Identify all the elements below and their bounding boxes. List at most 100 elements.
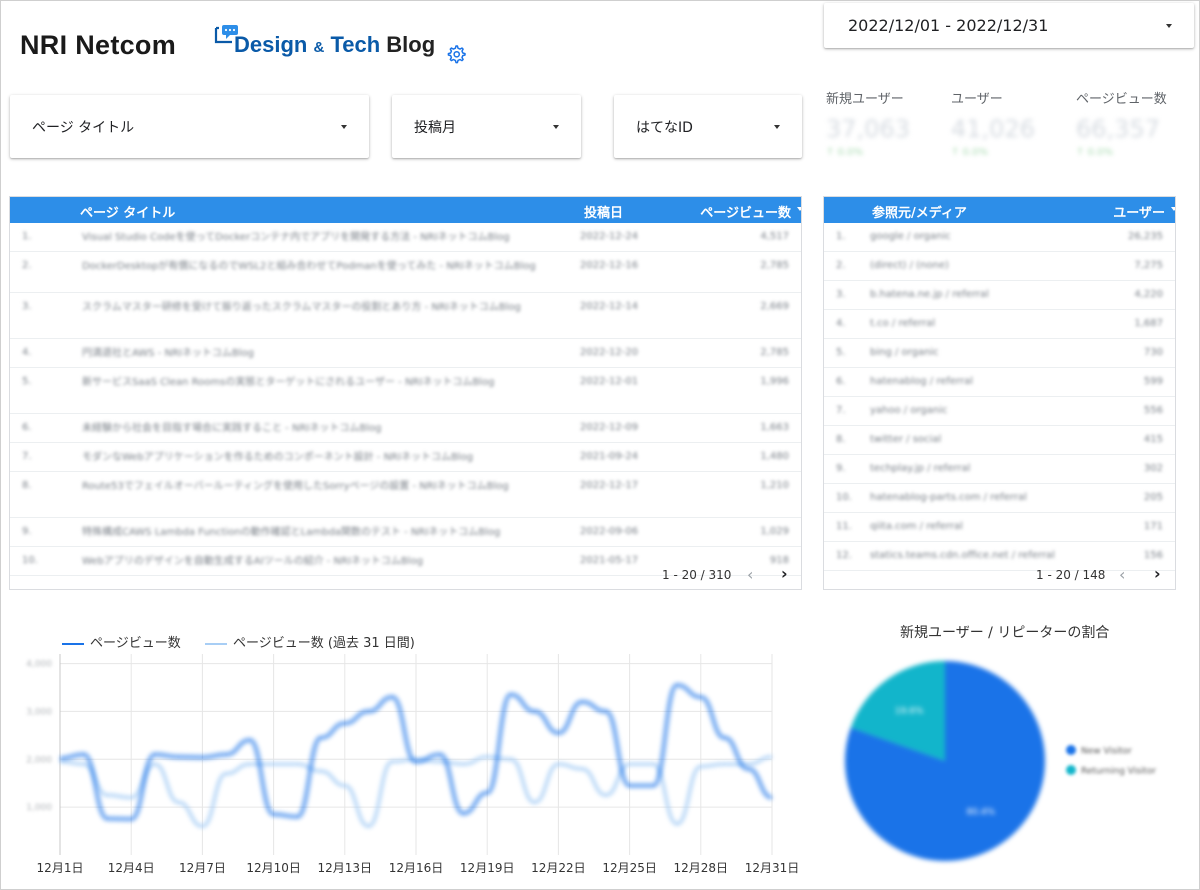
legend-item-pageviews-prev[interactable]: ページビュー数 (過去 31 日間): [205, 632, 415, 651]
row-rank: 9.: [836, 463, 846, 474]
legend-item-pageviews[interactable]: ページビュー数: [62, 632, 181, 651]
row-page-title: 円満退社とAWS - NRIネットコムBlog: [82, 348, 254, 359]
pie-slice-label: 19.6%: [895, 706, 924, 716]
table-row[interactable]: 4. 円満退社とAWS - NRIネットコムBlog 2022-12-20 2,785: [10, 339, 801, 368]
row-source-medium: hatenablog-parts.com / referral: [870, 492, 1027, 503]
next-page-icon[interactable]: ›: [781, 564, 788, 583]
pie-slice-returning-visitor[interactable]: [850, 661, 945, 761]
row-page-title: DockerDesktopが有償になるのでWSL2と組み合わせてPodmanを使…: [82, 261, 536, 272]
table-row[interactable]: 6. 未経験から社会を目指す場合に実践すること - NRIネットコムBlog 202…: [10, 414, 801, 443]
table-row[interactable]: 6. hatenablog / referral 599: [824, 368, 1175, 397]
row-post-date: 2022-12-14: [580, 301, 639, 312]
pageviews-line-chart: 4,000 3,000 2,000 1,000 12月1日 12月4日 12月7日 12月10…: [26, 654, 799, 875]
row-pageviews: 1,029: [760, 526, 789, 537]
table-row[interactable]: 8. Route53でフェイルオーバールーティングを使用したSorryページの設置…: [10, 472, 801, 518]
filter-page-title[interactable]: ページ タイトル: [10, 95, 369, 158]
row-source-medium: google / organic: [870, 231, 951, 242]
filter-post-month-label: 投稿月: [414, 119, 456, 136]
column-header-post-date[interactable]: 投稿日: [584, 206, 624, 221]
logo-blog-text: Blog: [386, 32, 436, 57]
scorecard-delta: ↑ 0.0%: [951, 147, 988, 158]
table-row[interactable]: 2. (direct) / (none) 7,275: [824, 252, 1175, 281]
table-row[interactable]: 4. t.co / referral 1,687: [824, 310, 1175, 339]
date-range-selector[interactable]: 2022/12/01 - 2022/12/31: [824, 3, 1194, 48]
legend-swatch: [62, 642, 84, 645]
table-row[interactable]: 5. 新サービスSaaS Clean Roomsの実態とターゲットにされるユーザー…: [10, 368, 801, 414]
table-row[interactable]: 8. twitter / social 415: [824, 426, 1175, 455]
row-post-date: 2022-12-20: [580, 347, 639, 358]
data-point-pageviews: [320, 736, 323, 739]
table-row[interactable]: 11. qiita.com / referral 171: [824, 513, 1175, 542]
row-post-date: 2022-12-01: [580, 376, 639, 387]
column-header-page-title[interactable]: ページ タイトル: [80, 206, 176, 221]
data-point-pageviews-prev: [82, 763, 85, 766]
scorecard-users: ユーザー 41,026 ↑ 0.0%: [951, 88, 1035, 158]
filter-hatena-id[interactable]: はてなID: [614, 95, 802, 158]
table-row[interactable]: 1. google / organic 26,235: [824, 223, 1175, 252]
data-point-pageviews-prev: [486, 755, 489, 758]
x-tick-label: 12月1日: [37, 861, 84, 875]
row-users: 599: [1143, 376, 1163, 387]
x-tick-label: 12月4日: [108, 861, 155, 875]
visitor-ratio-pie-chart: 80.4% 19.6% New Visitor Returning Visitor: [845, 661, 1156, 861]
table-row[interactable]: 12. statics.teams.cdn.office.net / referr…: [824, 542, 1175, 571]
table-row[interactable]: 7. yahoo / organic 556: [824, 397, 1175, 426]
table-row[interactable]: 2. DockerDesktopが有償になるのでWSL2と組み合わせてPodman…: [10, 252, 801, 293]
data-point-pageviews-prev: [557, 763, 560, 766]
table-row[interactable]: 7. モダンなWebアプリケーションを作るためのコンポーネント設計 - NRIネッ…: [10, 443, 801, 472]
data-point-pageviews: [581, 700, 584, 703]
legend-swatch: [205, 642, 227, 645]
legend-label: New Visitor: [1081, 747, 1132, 757]
row-source-medium: statics.teams.cdn.office.net / referral: [870, 550, 1055, 561]
y-tick-label: 4,000: [26, 660, 52, 670]
table-row[interactable]: 3. スクラムマスター研修を受けて振り返ったスクラムマスターの役割とあり方 - N…: [10, 293, 801, 339]
table-row[interactable]: 10. hatenablog-parts.com / referral 205: [824, 484, 1175, 513]
row-rank: 4.: [22, 347, 32, 358]
data-point-pageviews: [747, 767, 750, 770]
data-point-pageviews: [130, 818, 133, 821]
column-header-source-medium[interactable]: 参照元/メディア: [872, 206, 967, 221]
data-point-pageviews: [82, 753, 85, 756]
data-point-pageviews: [272, 813, 275, 816]
row-rank: 6.: [836, 376, 846, 387]
row-page-title: 未経験から社会を目指す場合に実践すること - NRIネットコムBlog: [82, 423, 382, 434]
column-header-pageviews[interactable]: ページビュー数: [700, 202, 801, 221]
data-point-pageviews: [652, 784, 655, 787]
data-point-pageviews-prev: [201, 825, 204, 828]
table-row[interactable]: 10. Webアプリのデザインを自動生成するAIツールの紹介 - NRIネットコム…: [10, 547, 801, 576]
x-tick-label: 12月10日: [246, 861, 301, 875]
data-point-pageviews: [676, 684, 679, 687]
table-body: 1. Visual Studio Codeを使ってDockerコンテナ内でアプリを…: [10, 223, 801, 576]
table-row[interactable]: 3. b.hatena.ne.jp / referral 4,220: [824, 281, 1175, 310]
referrer-table: 参照元/メディア ユーザー 1. google / organic 26,235 2.…: [823, 196, 1176, 590]
data-point-pageviews: [225, 753, 228, 756]
next-page-icon[interactable]: ›: [1154, 564, 1161, 583]
row-post-date: 2021-05-17: [580, 555, 639, 566]
filter-post-month[interactable]: 投稿月: [392, 95, 581, 158]
data-point-pageviews-prev: [723, 763, 726, 766]
row-source-medium: qiita.com / referral: [870, 521, 963, 532]
legend-swatch: [1066, 765, 1076, 775]
table-row[interactable]: 5. bing / organic 730: [824, 339, 1175, 368]
row-post-date: 2022-12-09: [580, 422, 639, 433]
table-row[interactable]: 9. techplay.jp / referral 302: [824, 455, 1175, 484]
row-source-medium: b.hatena.ne.jp / referral: [870, 289, 989, 300]
prev-page-icon[interactable]: ‹: [1119, 565, 1126, 584]
data-point-pageviews-prev: [177, 801, 180, 804]
pagination-label: 1 - 20 / 310: [662, 568, 732, 582]
table-row[interactable]: 1. Visual Studio Codeを使ってDockerコンテナ内でアプリを…: [10, 223, 801, 252]
scorecard-label: ユーザー: [951, 92, 1003, 107]
row-rank: 1.: [836, 231, 846, 242]
table-row[interactable]: 9. 特殊構成CAWS Lambda Functionの動作確認とLambda関数…: [10, 518, 801, 547]
data-point-pageviews-prev: [581, 767, 584, 770]
prev-page-icon[interactable]: ‹: [747, 565, 754, 584]
filter-page-title-label: ページ タイトル: [32, 119, 135, 136]
row-page-title: Webアプリのデザインを自動生成するAIツールの紹介 - NRIネットコムBlo…: [82, 556, 424, 567]
row-pageviews: 1,210: [760, 480, 789, 491]
column-header-users[interactable]: ユーザー: [1113, 202, 1175, 221]
row-post-date: 2022-09-06: [580, 526, 639, 537]
data-point-pageviews-prev: [771, 755, 774, 758]
data-point-pageviews: [557, 731, 560, 734]
data-point-pageviews: [153, 753, 156, 756]
row-rank: 7.: [836, 405, 846, 416]
